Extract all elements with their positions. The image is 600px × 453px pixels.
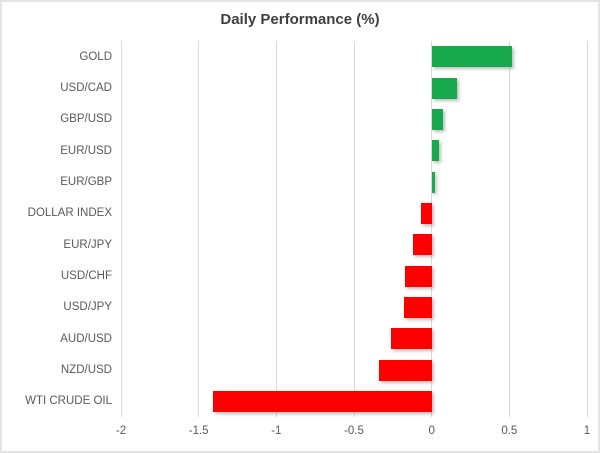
bar-nzd-usd xyxy=(378,359,432,381)
category-label-gold: GOLD xyxy=(79,50,112,63)
gridline-0.5 xyxy=(508,41,510,417)
category-label-usd-chf: USD/CHF xyxy=(60,269,112,282)
bar-eur-usd xyxy=(431,140,440,162)
gridline-0 xyxy=(431,41,433,417)
x-axis-tick-label: 0 xyxy=(428,425,435,437)
gridline-1 xyxy=(586,41,588,417)
category-label-usd-jpy: USD/JPY xyxy=(63,301,112,314)
bar-eur-gbp xyxy=(431,171,435,193)
category-labels: GOLD USD/CAD GBP/USD EUR/USD EUR/GBP DOLLAR I… xyxy=(2,41,112,417)
bar-dollar-index xyxy=(420,202,432,224)
gridline--1 xyxy=(275,41,277,417)
x-axis-tick-label: 0.5 xyxy=(501,425,518,437)
category-label-dollar-index: DOLLAR INDEX xyxy=(27,207,112,220)
bar-wti-crude-oil xyxy=(212,390,432,412)
chart-title: Daily Performance (%) xyxy=(220,11,380,28)
x-axis-tick-label: -1 xyxy=(271,425,282,437)
bar-eur-jpy xyxy=(413,234,432,256)
bar-gold xyxy=(431,46,513,68)
category-label-wti-crude-oil: WTI CRUDE OIL xyxy=(25,395,112,408)
category-label-aud-usd: AUD/USD xyxy=(60,332,112,345)
category-label-nzd-usd: NZD/USD xyxy=(60,363,112,376)
category-label-gbp-usd: GBP/USD xyxy=(60,113,112,126)
bar-usd-cad xyxy=(431,77,457,99)
x-axis: -2 -1.5 -1 -0.5 0 0.5 1 xyxy=(116,425,591,441)
bar-usd-chf xyxy=(405,265,432,287)
category-label-usd-cad: USD/CAD xyxy=(60,81,112,94)
gridline--2 xyxy=(120,41,122,417)
category-label-eur-jpy: EUR/JPY xyxy=(63,238,112,251)
category-label-eur-gbp: EUR/GBP xyxy=(60,175,112,188)
bar-aud-usd xyxy=(391,328,432,350)
x-axis-tick-label: 1 xyxy=(583,425,591,437)
plot-area xyxy=(120,41,588,417)
x-axis-tick-label: -0.5 xyxy=(344,425,364,437)
x-axis-tick-label: -2 xyxy=(115,425,127,437)
bar-usd-jpy xyxy=(403,296,432,318)
gridline--0.5 xyxy=(353,41,355,417)
bar-gbp-usd xyxy=(431,108,443,130)
category-label-eur-usd: EUR/USD xyxy=(60,144,112,157)
gridline--1.5 xyxy=(198,41,200,417)
x-axis-tick-label: -1.5 xyxy=(188,425,209,437)
